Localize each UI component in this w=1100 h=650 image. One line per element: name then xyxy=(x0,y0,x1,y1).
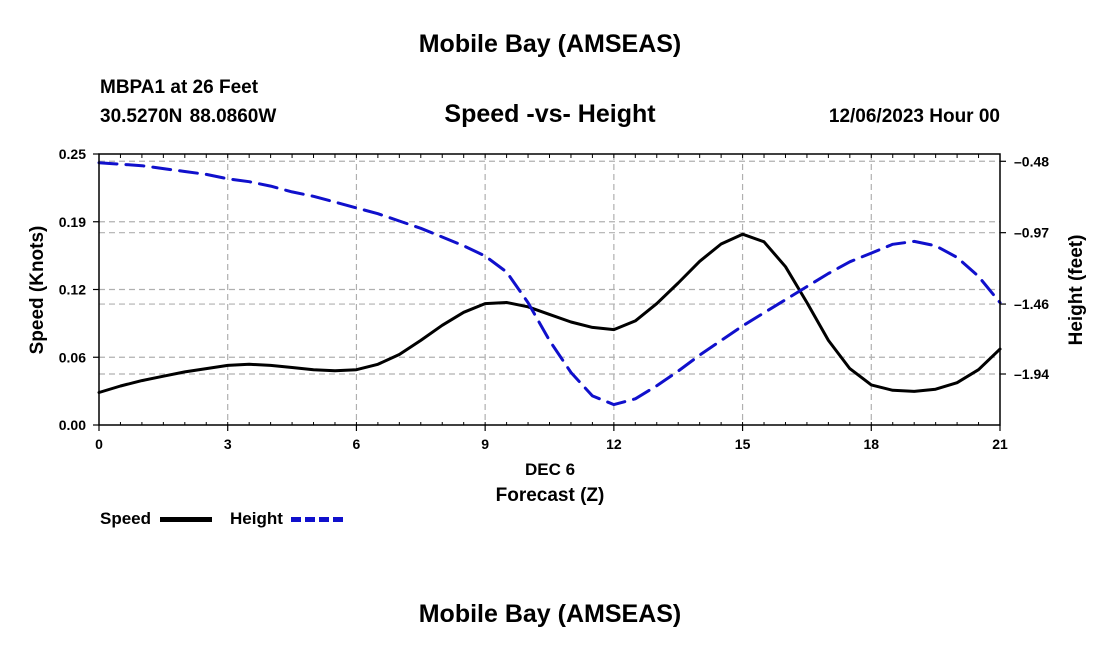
y2-tick-label: –1.94 xyxy=(1014,366,1049,382)
legend-height-swatch xyxy=(291,517,343,522)
legend-height-label: Height xyxy=(230,509,283,528)
y2-axis-title: Height (feet) xyxy=(1066,235,1087,346)
y-tick-label: 0.00 xyxy=(59,417,86,433)
series-line-height xyxy=(97,161,1002,407)
x-tick-label: 9 xyxy=(481,436,489,452)
series-layer xyxy=(97,161,1002,407)
grid-layer xyxy=(99,154,1000,425)
y2-tick-label: –0.48 xyxy=(1014,153,1049,169)
y2-tick-label: –1.46 xyxy=(1014,296,1049,312)
y2-tick-label: –0.97 xyxy=(1014,225,1049,241)
chart-subtitle: Speed -vs- Height xyxy=(444,100,656,128)
footer-chart-title: Mobile Bay (AMSEAS) xyxy=(418,600,682,628)
x-tick-label: 15 xyxy=(735,436,751,452)
station-label: MBPA1 at 26 Feet xyxy=(100,77,259,98)
y-tick-label: 0.25 xyxy=(59,146,86,162)
station-coordinates: 30.5270N 88.0860W xyxy=(100,106,277,127)
legend-speed-label: Speed xyxy=(100,509,152,528)
x-axis-date-label: DEC 6 xyxy=(525,460,575,479)
y-tick-label: 0.06 xyxy=(59,349,86,365)
x-tick-label: 0 xyxy=(95,436,103,452)
y-tick-label: 0.19 xyxy=(59,214,86,230)
x-tick-label: 21 xyxy=(992,436,1008,452)
x-tick-label: 18 xyxy=(863,436,879,452)
x-tick-label: 6 xyxy=(353,436,361,452)
x-tick-label: 3 xyxy=(224,436,232,452)
y-axis-title: Speed (Knots) xyxy=(27,226,48,355)
y-tick-label: 0.12 xyxy=(59,282,86,298)
x-tick-label: 12 xyxy=(606,436,622,452)
forecast-datetime: 12/06/2023 Hour 00 xyxy=(828,106,1000,127)
x-axis-title: Forecast (Z) xyxy=(496,485,605,506)
legend-speed-swatch xyxy=(160,517,212,522)
chart-main-title: Mobile Bay (AMSEAS) xyxy=(418,30,682,58)
axis-layer: 0 3 6 9 12 15 18 21 0.00 0.06 0.12 0.19 0.25 –0.48 –0.… xyxy=(59,146,1049,452)
series-line-speed xyxy=(97,232,1002,394)
